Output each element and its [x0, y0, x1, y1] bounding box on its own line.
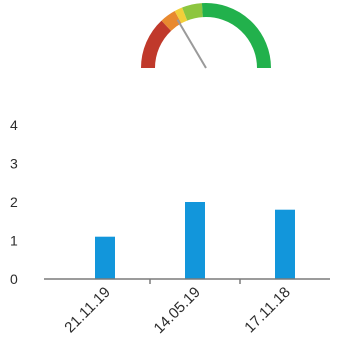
- gauge-segment-1: [141, 20, 172, 69]
- gauge-segment-3: [174, 7, 188, 24]
- bars: [95, 202, 295, 279]
- y-tick-label: 1: [10, 233, 18, 249]
- bar: [185, 202, 205, 279]
- bar: [275, 209, 295, 279]
- gauge-segment-2: [161, 11, 182, 31]
- gauge: [141, 3, 271, 69]
- gauge-arc: [141, 3, 271, 69]
- y-axis-ticks: 0 1 2 3 4: [10, 117, 18, 287]
- y-tick-label: 2: [10, 194, 18, 210]
- y-tick-label: 3: [10, 156, 18, 172]
- x-tick-label: 21.11.19: [61, 284, 114, 337]
- gauge-segment-4: [182, 3, 204, 21]
- gauge-segment-5: [201, 3, 271, 69]
- y-tick-label: 0: [10, 271, 18, 287]
- x-axis-labels: 21.11.19 14.05.19 17.11.18: [61, 284, 294, 337]
- x-tick-label: 17.11.18: [241, 284, 294, 337]
- y-tick-label: 4: [10, 117, 18, 133]
- x-tick-label: 14.05.19: [151, 284, 204, 337]
- bar: [95, 236, 115, 279]
- x-axis-tick-marks: [149, 279, 241, 284]
- gauge-needle: [176, 19, 207, 69]
